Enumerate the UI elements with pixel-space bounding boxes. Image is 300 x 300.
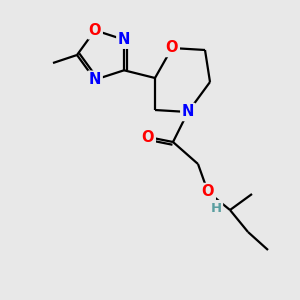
Text: O: O (166, 40, 178, 56)
Text: N: N (118, 32, 130, 47)
Text: N: N (182, 104, 194, 119)
Text: O: O (202, 184, 214, 200)
Text: O: O (142, 130, 154, 145)
Text: H: H (210, 202, 222, 214)
Text: N: N (89, 72, 101, 87)
Text: O: O (89, 23, 101, 38)
